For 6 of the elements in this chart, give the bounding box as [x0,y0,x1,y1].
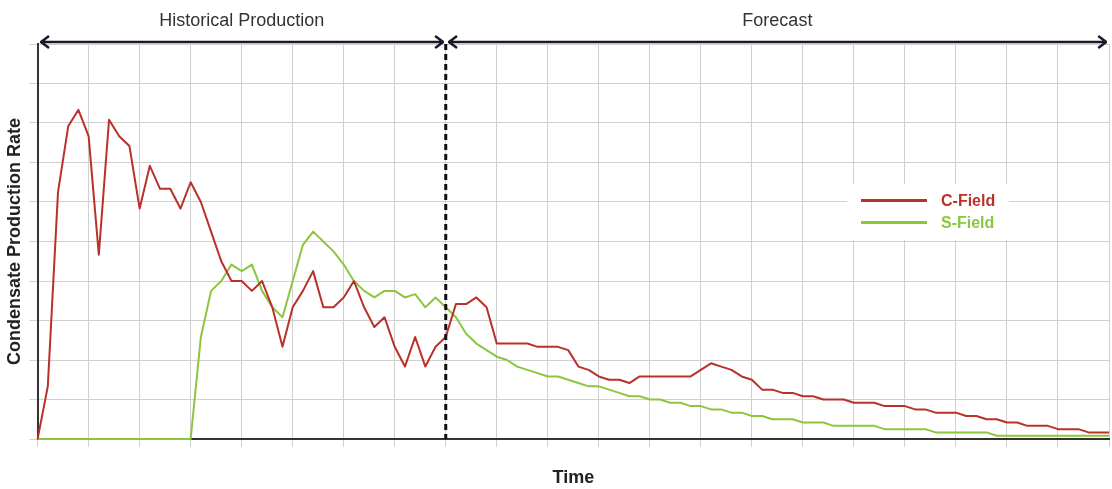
x-axis-title: Time [552,467,595,488]
legend-label: C-Field [941,191,996,210]
y-axis-title: Condensate Production Rate [3,117,24,366]
text: Forecast [742,10,813,31]
text: Historical Production [159,10,325,31]
legend-label: S-Field [941,213,995,232]
